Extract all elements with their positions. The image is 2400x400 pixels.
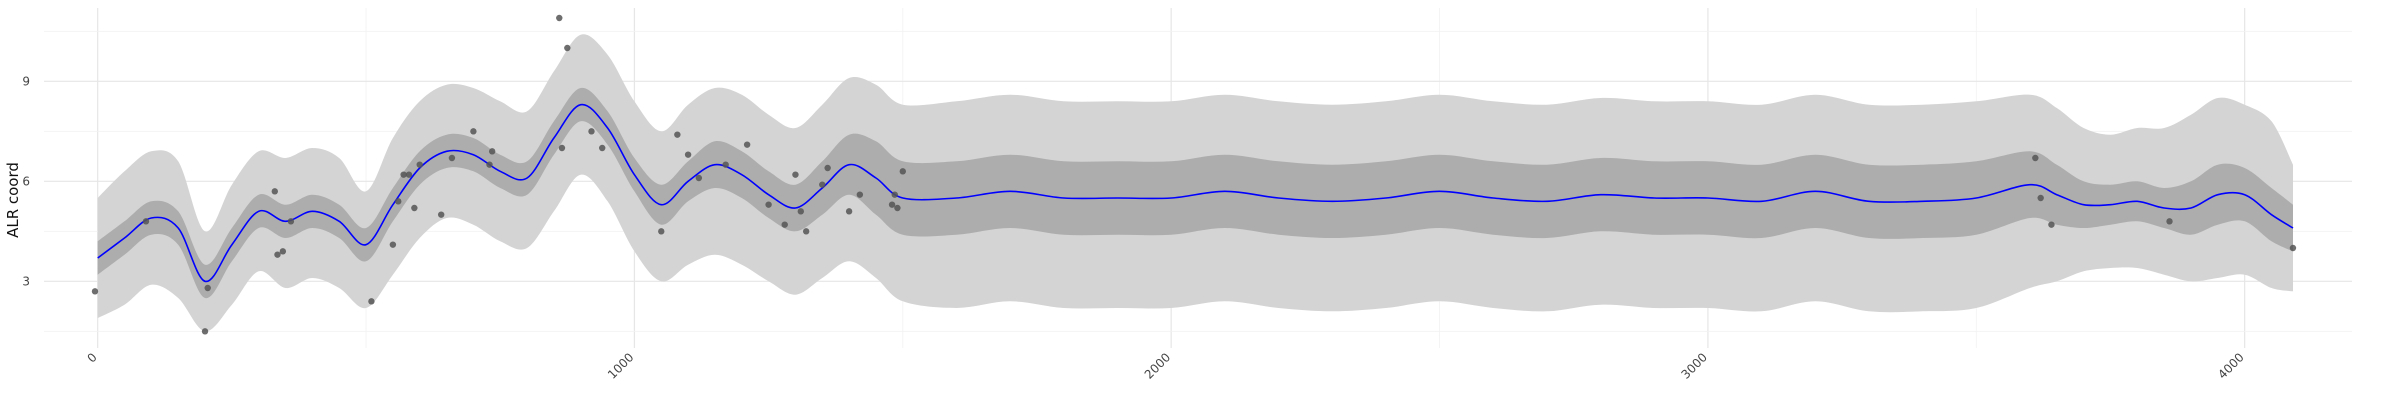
data-point [271,188,278,195]
observed-points [91,14,2297,335]
data-point [658,228,665,235]
data-point [792,171,799,178]
mean-curve [97,103,2294,283]
data-point [824,164,831,172]
data-point [279,248,287,255]
data-point [888,201,896,208]
data-point [204,284,211,292]
data-point [2289,244,2297,252]
data-point [558,144,566,152]
data-point [287,218,295,225]
y-tick-label: 3 [22,274,30,288]
data-point [765,201,772,208]
data-point [411,204,418,212]
data-point [845,208,853,215]
data-point [405,171,413,178]
data-point [797,208,805,215]
y-tick-label: 9 [22,74,30,88]
data-point [695,174,703,182]
data-point [743,141,751,148]
x-tick-label: 2000 [1142,350,1173,381]
data-point [722,161,729,168]
data-point [368,298,375,305]
data-point [899,168,906,175]
y-axis-tick-labels: 3 6 9 [22,74,30,288]
data-point [564,44,571,52]
data-point [389,241,397,248]
data-point [2048,221,2055,228]
y-axis-title: ALR coord [4,162,22,238]
data-point [2166,218,2173,225]
data-point [201,328,209,335]
data-point [2037,194,2044,202]
data-point [599,144,606,152]
data-point [802,228,810,235]
data-point [486,161,493,168]
data-point [400,171,407,178]
x-tick-label: 4000 [2215,350,2246,381]
data-point [2032,154,2039,162]
data-point [674,131,681,138]
data-point [416,161,423,168]
data-point [588,128,595,135]
data-point [395,198,402,205]
data-point [437,211,445,218]
data-point [781,221,788,228]
x-tick-label: 0 [84,350,99,365]
data-point [556,14,563,22]
data-point [448,154,456,162]
x-tick-label: 1000 [605,350,636,381]
data-point [142,218,150,225]
x-tick-label: 3000 [1679,350,1710,381]
data-point [856,191,864,198]
data-point [684,151,692,158]
data-point [470,128,477,135]
data-point [891,191,898,198]
inner-confidence-band [97,87,2294,299]
data-point [819,181,826,188]
x-axis-tick-labels: 0 1000 2000 3000 4000 [84,350,2246,381]
data-point [488,148,496,155]
data-point [91,288,99,295]
data-point [894,204,901,212]
data-point [274,251,281,258]
y-tick-label: 6 [22,174,30,188]
